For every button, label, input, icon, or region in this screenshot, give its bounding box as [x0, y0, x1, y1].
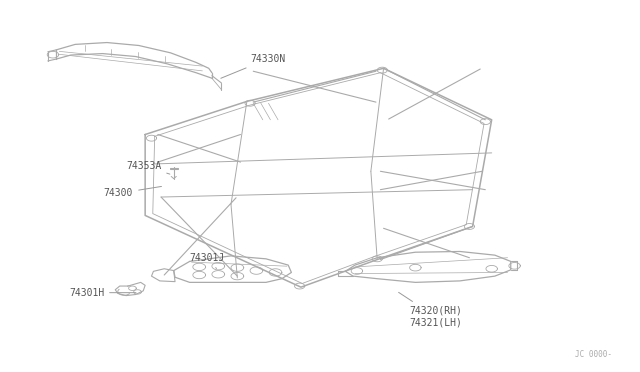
Text: 74301H: 74301H — [69, 288, 136, 298]
Text: 74353A: 74353A — [126, 161, 170, 174]
Text: 74330N: 74330N — [221, 54, 285, 78]
Text: JC 0000-: JC 0000- — [575, 350, 612, 359]
Text: 74320(RH)
74321(LH): 74320(RH) 74321(LH) — [399, 292, 462, 327]
Text: 74300: 74300 — [104, 186, 161, 198]
Text: 74301J: 74301J — [189, 253, 225, 269]
